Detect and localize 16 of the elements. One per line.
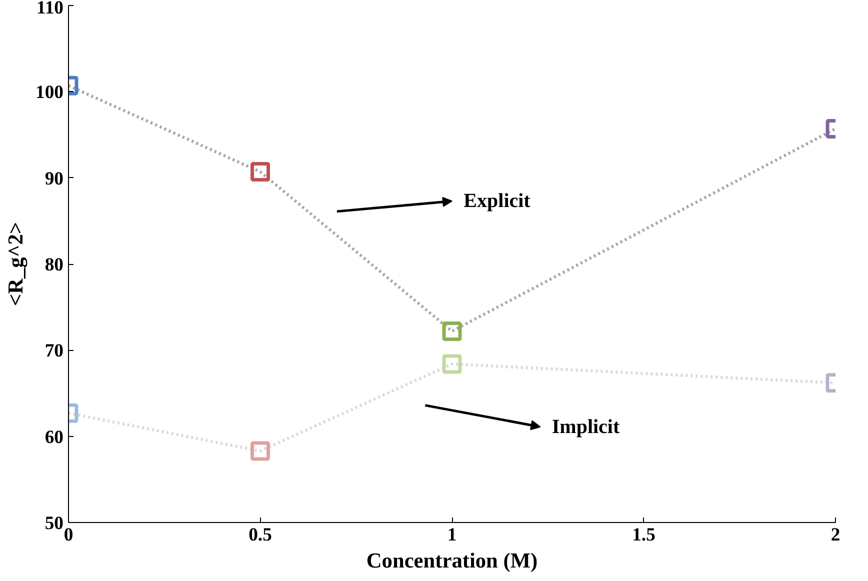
y-axis-title: <R_g^2> [4, 222, 28, 306]
annotation: Explicit [464, 190, 531, 212]
x-tick-label: 1 [447, 524, 457, 546]
y-tick-label: 70 [44, 340, 64, 362]
y-tick-label: 50 [44, 513, 64, 534]
x-tick-label: 1.5 [632, 524, 656, 546]
x-tick-label: 2 [830, 524, 840, 546]
y-tick-label: 90 [44, 168, 64, 190]
x-tick-label: 0 [64, 524, 74, 546]
y-tick-label: 80 [44, 254, 64, 276]
y-tick-label: 60 [44, 426, 64, 448]
y-tick-label: 100 [36, 82, 64, 104]
y-tick-label: 110 [36, 0, 64, 18]
x-axis-title: Concentration (M) [366, 548, 538, 572]
x-tick-label: 0.5 [248, 524, 272, 546]
annotation: Implicit [552, 416, 620, 438]
